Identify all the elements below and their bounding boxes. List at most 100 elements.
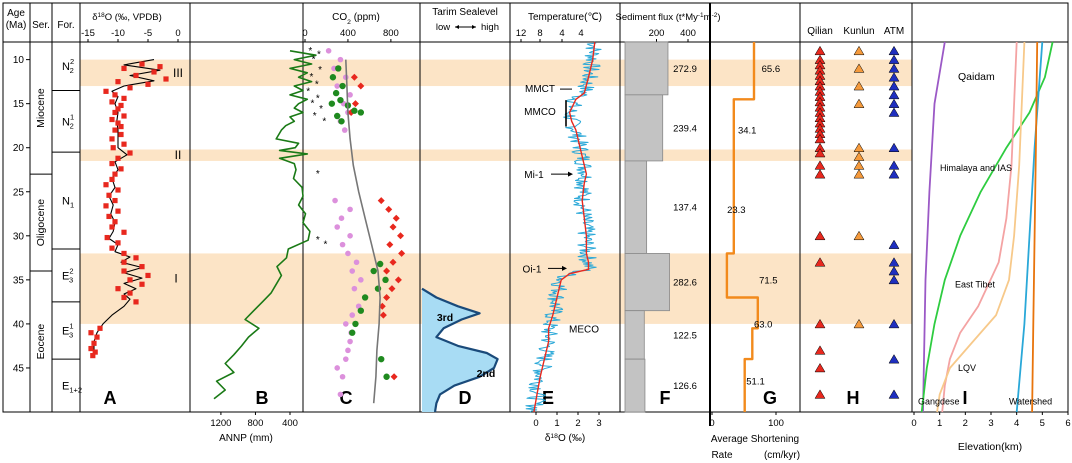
panel-a-data-point <box>115 208 121 214</box>
panel-c-pink-point <box>334 83 341 89</box>
panel-c-pink-point <box>334 224 341 230</box>
panel-a-data-point <box>121 95 127 101</box>
panel-a-data-point <box>121 268 127 274</box>
panel-i-elevation-curve <box>936 41 1026 413</box>
series-label: Miocene <box>35 88 47 128</box>
panel-c-red-diamond <box>383 293 391 301</box>
highlight-band <box>80 253 912 324</box>
panel-c-pink-point <box>349 312 356 318</box>
panel-c-red-diamond <box>398 249 406 257</box>
panel-c-green-point <box>339 82 346 90</box>
panel-e-event-label: Oi-1 <box>523 264 542 275</box>
panel-a-data-point <box>118 102 124 109</box>
panel-e-temp-tick-label: 4 <box>559 28 564 39</box>
panel-a-data-point <box>88 330 94 336</box>
panel-a-data-point <box>118 131 124 138</box>
panel-c-green-point <box>338 118 345 125</box>
panel-f-flux-value: 126.6 <box>673 381 697 392</box>
panel-c-tick-label: 800 <box>383 28 399 39</box>
panel-g-shortening-rate <box>725 42 759 412</box>
panel-a-data-point <box>109 176 115 183</box>
panel-a-data-point <box>127 277 133 283</box>
panel-c-pink-point <box>337 56 344 63</box>
panel-h-marker-qilian <box>814 160 826 170</box>
panel-c-pink-point <box>358 277 364 283</box>
panel-a-data-point <box>106 192 112 198</box>
panel-f-flux-value: 272.9 <box>673 64 697 75</box>
panel-g-rate-label: 71.5 <box>759 275 778 286</box>
panel-c-green-point <box>351 107 358 114</box>
panel-h-marker-qilian <box>814 362 826 373</box>
panel-b-annp-curve <box>213 50 317 400</box>
panel-h-marker-qilian <box>814 169 826 179</box>
panel-c-green-point <box>332 89 340 97</box>
panel-h-column-header: Kunlun <box>843 26 874 37</box>
panel-i-elevation-curve <box>941 41 1018 413</box>
panel-c-red-diamond <box>379 311 387 319</box>
panel-h-marker-atm <box>888 389 900 399</box>
panel-c-pink-point <box>347 338 353 345</box>
panel-c-tick-label: 0 <box>302 28 307 39</box>
panel-c-red-diamond <box>397 232 405 240</box>
panel-f-flux-bar <box>624 41 669 96</box>
panel-a-data-point <box>109 245 115 251</box>
panel-e-d18o-tick-label: 3 <box>596 418 601 429</box>
panel-c-pink-point <box>334 365 341 371</box>
panel-h-marker-kunlun <box>853 318 865 329</box>
panel-letter: D <box>459 388 472 408</box>
panel-a-data-point <box>115 240 121 246</box>
panel-c-blue-star: * <box>306 86 310 97</box>
panel-c-pink-point <box>349 268 356 274</box>
formation-label: E2 3 <box>62 266 74 284</box>
panel-c-pink-point <box>347 206 353 213</box>
panel-c-green-point <box>328 100 336 107</box>
panel-a-data-point <box>133 299 139 305</box>
panel-a-data-point <box>109 116 115 123</box>
panel-c-axis-label: CO2 (ppm) <box>332 12 380 26</box>
panel-h-column-header: Qilian <box>807 26 833 37</box>
panel-g-rate-label: 34.1 <box>738 126 757 137</box>
panel-a-data-point <box>103 203 109 209</box>
panel-a-data-point <box>112 109 118 116</box>
panel-e-d18o-tick-label: 2 <box>575 418 580 429</box>
panel-a-data-point <box>118 166 124 172</box>
panel-c-red-diamond <box>386 241 394 249</box>
panel-f-flux-value: 282.6 <box>673 278 697 289</box>
age-tick-label: 20 <box>13 143 25 154</box>
panel-b-axis-label: ANNP (mm) <box>219 433 273 444</box>
panel-a-data-point <box>115 187 121 193</box>
panel-c-pink-point <box>347 92 353 98</box>
panel-c-green-point <box>383 373 390 380</box>
panel-c-green-point <box>337 96 344 104</box>
panel-e-d18o-tick-label: 0 <box>533 418 538 429</box>
panel-c-trend-line <box>345 59 381 404</box>
panel-e-axis-label: Temperature(℃) <box>528 12 602 23</box>
panel-f-flux-bar <box>624 94 664 162</box>
panel-c-red-diamond <box>388 285 396 293</box>
panel-i-elevation-curve <box>922 41 946 413</box>
age-tick-label: 25 <box>13 187 25 198</box>
panel-d-sealevel-curve <box>421 287 499 413</box>
panel-c-blue-star: * <box>323 240 327 251</box>
panel-e-event-arrowhead <box>562 265 567 271</box>
panel-a-data-point <box>103 88 109 94</box>
panel-c-pink-point <box>347 233 353 239</box>
panel-a-data-point <box>121 294 127 301</box>
panel-b-tick-label: 1200 <box>210 418 231 429</box>
panel-a-data-point <box>139 264 145 270</box>
panel-a-data-point <box>92 349 98 355</box>
panel-i-region-label: LQV <box>958 363 976 373</box>
panel-c-red-diamond <box>377 197 385 205</box>
panel-h-marker-qilian <box>814 389 826 399</box>
panel-c-tick-label: 400 <box>340 28 356 39</box>
panel-a-data-point <box>127 150 133 156</box>
panel-a-data-point <box>139 281 145 287</box>
panel-a-data-point <box>115 155 121 161</box>
stage-roman-label: III <box>173 66 183 80</box>
panel-a-data-point <box>112 171 118 177</box>
panel-f-flux-bar <box>624 310 645 360</box>
panel-a-data-point <box>90 353 96 359</box>
age-tick-label: 45 <box>13 363 25 374</box>
panel-letter: A <box>104 388 117 408</box>
panel-f-tick-label: 400 <box>680 28 696 39</box>
